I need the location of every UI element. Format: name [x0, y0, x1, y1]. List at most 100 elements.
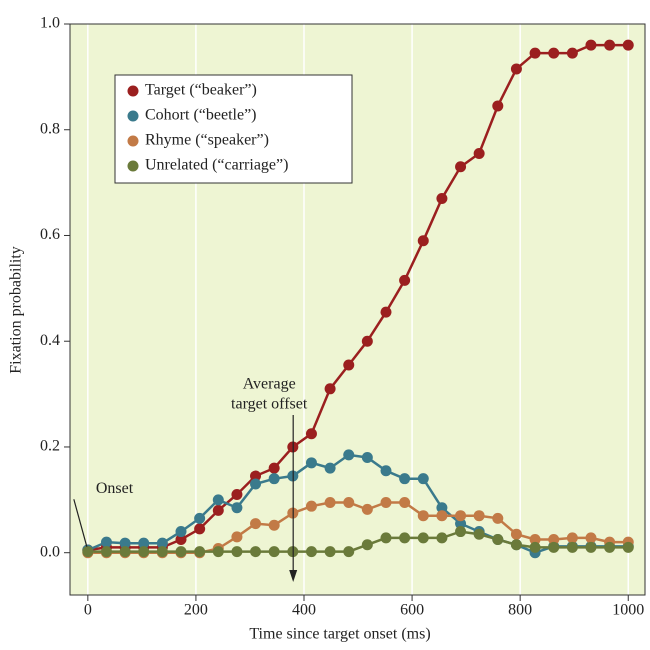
legend-marker: [127, 110, 139, 122]
data-point: [548, 541, 560, 553]
data-point: [212, 546, 224, 558]
data-point: [343, 496, 355, 508]
data-point: [175, 533, 187, 545]
data-point: [473, 528, 485, 540]
x-axis-label: Time since target onset (ms): [249, 626, 430, 643]
data-point: [212, 494, 224, 506]
annotation-text: Onset: [96, 480, 134, 497]
data-point: [231, 502, 243, 514]
legend-label: Target (“beaker”): [145, 82, 257, 99]
data-point: [231, 531, 243, 543]
data-point: [436, 502, 448, 514]
y-tick-label: 0.2: [40, 438, 60, 455]
legend: Target (“beaker”) Cohort (“beetle”) Rhyme …: [114, 74, 353, 184]
data-point: [361, 452, 373, 464]
x-tick-label: 600: [400, 602, 424, 619]
legend-box: [114, 74, 353, 184]
data-point: [510, 63, 522, 75]
data-point: [194, 546, 206, 558]
data-point: [436, 510, 448, 522]
data-point: [194, 523, 206, 535]
data-point: [380, 306, 392, 318]
data-point: [250, 470, 262, 482]
data-point: [175, 526, 187, 538]
y-tick-label: 0.4: [40, 332, 60, 349]
data-point: [380, 496, 392, 508]
data-point: [343, 359, 355, 371]
data-point: [119, 546, 131, 558]
data-point: [548, 47, 560, 59]
data-point: [250, 546, 262, 558]
data-point: [268, 462, 280, 474]
data-point: [492, 100, 504, 112]
data-point: [604, 39, 616, 51]
y-tick-label: 0.0: [40, 543, 60, 560]
data-point: [399, 473, 411, 485]
data-point: [566, 541, 578, 553]
data-point: [138, 546, 150, 558]
data-point: [380, 465, 392, 477]
data-point: [622, 39, 634, 51]
data-point: [566, 47, 578, 59]
data-point: [455, 510, 467, 522]
data-point: [566, 532, 578, 544]
data-point: [604, 541, 616, 553]
data-point: [194, 512, 206, 524]
data-point: [268, 473, 280, 485]
annotation-text: target offset: [231, 396, 308, 413]
data-point: [473, 510, 485, 522]
legend-label: Unrelated (“carriage”): [145, 157, 288, 174]
legend-label: Rhyme (“speaker”): [145, 132, 269, 149]
data-point: [305, 428, 317, 440]
data-point: [417, 473, 429, 485]
y-axis-label: Fixation probability: [8, 246, 25, 374]
x-tick-label: 200: [184, 602, 208, 619]
data-point: [361, 335, 373, 347]
arrow-head: [289, 570, 298, 582]
data-point: [529, 533, 541, 545]
data-point: [492, 512, 504, 524]
data-point: [138, 537, 150, 549]
data-point: [492, 533, 504, 545]
data-point: [380, 532, 392, 544]
data-point: [231, 489, 243, 501]
data-point: [305, 500, 317, 512]
data-point: [212, 504, 224, 516]
data-point: [585, 532, 597, 544]
data-point: [548, 533, 560, 545]
data-point: [436, 532, 448, 544]
data-point: [417, 235, 429, 247]
plot-frame: [69, 23, 646, 596]
data-point: [100, 546, 112, 558]
data-point: [455, 526, 467, 538]
data-point: [324, 546, 336, 558]
x-tick-label: 1000: [612, 602, 644, 619]
data-point: [529, 541, 541, 553]
data-point: [510, 528, 522, 540]
data-point: [175, 546, 187, 558]
data-point: [100, 536, 112, 548]
data-point: [436, 192, 448, 204]
data-point: [231, 546, 243, 558]
x-tick-label: 400: [292, 602, 316, 619]
data-point: [399, 274, 411, 286]
y-tick-label: 1.0: [40, 15, 60, 32]
data-point: [343, 546, 355, 558]
legend-marker: [127, 160, 139, 172]
legend-marker: [127, 135, 139, 147]
data-point: [622, 541, 634, 553]
data-point: [417, 532, 429, 544]
data-point: [361, 539, 373, 551]
legend-marker: [127, 85, 139, 97]
data-point: [529, 47, 541, 59]
data-point: [156, 546, 168, 558]
data-point: [305, 457, 317, 469]
data-point: [119, 537, 131, 549]
data-point: [268, 546, 280, 558]
data-point: [417, 510, 429, 522]
data-point: [455, 518, 467, 530]
data-point: [455, 161, 467, 173]
data-point: [343, 449, 355, 461]
data-point: [324, 462, 336, 474]
